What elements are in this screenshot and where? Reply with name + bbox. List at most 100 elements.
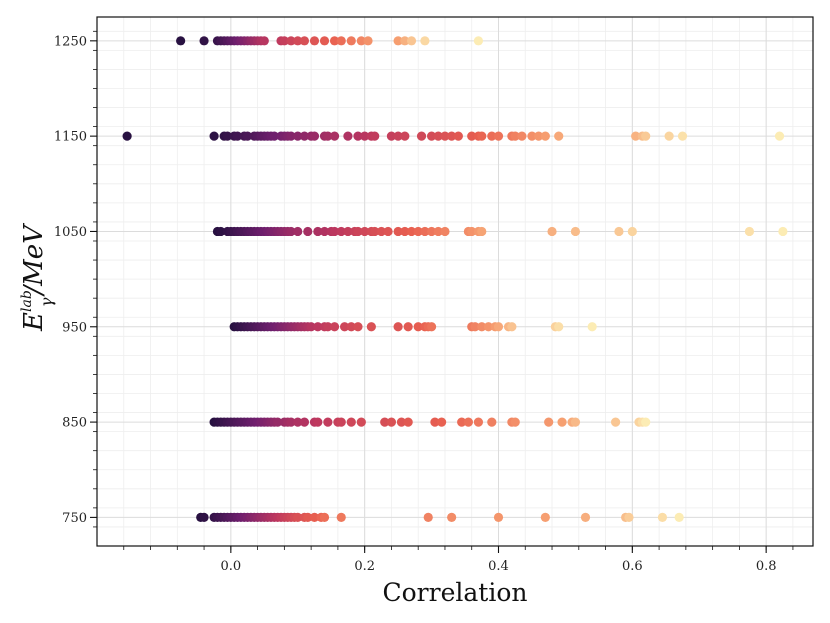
data-point — [242, 131, 253, 141]
data-point — [664, 131, 674, 141]
data-point — [306, 322, 316, 332]
y-axis-title-sub: γ — [37, 297, 56, 307]
data-point — [406, 226, 417, 237]
data-point — [540, 512, 550, 523]
data-point — [587, 322, 597, 332]
data-point — [557, 417, 567, 427]
y-axis-title-sup: lab — [19, 290, 35, 312]
y-tick-label: 950 — [62, 320, 87, 335]
data-point — [614, 226, 624, 237]
data-point — [319, 226, 330, 237]
data-point — [396, 417, 407, 427]
data-point — [309, 512, 320, 523]
data-point — [534, 131, 544, 141]
data-point — [386, 417, 397, 427]
data-point — [286, 226, 296, 237]
y-tick-label: 1250 — [54, 34, 87, 49]
data-point — [299, 36, 310, 46]
data-point — [383, 226, 393, 237]
data-point — [216, 226, 226, 237]
data-point — [416, 131, 427, 141]
data-point — [467, 131, 477, 141]
data-point — [309, 36, 320, 46]
data-point — [674, 512, 684, 523]
data-point — [570, 226, 581, 237]
data-point — [293, 417, 303, 427]
data-point — [232, 131, 243, 141]
data-point — [493, 131, 504, 141]
data-point — [493, 512, 504, 523]
data-point — [343, 226, 353, 237]
data-point — [426, 226, 437, 237]
data-point — [293, 512, 303, 523]
data-point — [413, 322, 423, 332]
y-axis-title-tail: /MeV — [19, 223, 49, 298]
data-point — [199, 36, 209, 46]
data-point — [406, 36, 417, 46]
data-point — [540, 131, 550, 141]
data-point — [400, 36, 410, 46]
x-axis-title: Correlation — [383, 578, 528, 607]
data-point — [293, 131, 303, 141]
data-point — [641, 417, 651, 427]
data-point — [641, 131, 651, 141]
data-point — [507, 322, 517, 332]
data-point — [363, 36, 373, 46]
data-point — [624, 512, 634, 523]
data-point — [360, 131, 370, 141]
data-point — [610, 417, 621, 427]
data-point — [360, 226, 370, 237]
y-axis-title: Elab γ/MeV — [19, 223, 56, 332]
x-tick-label: 0.8 — [756, 559, 777, 574]
data-point — [477, 322, 487, 332]
data-point — [199, 512, 209, 523]
data-point — [329, 322, 340, 332]
data-point — [447, 131, 457, 141]
data-point — [286, 417, 296, 427]
data-point — [393, 322, 403, 332]
x-tick-labels: 0.0 0.2 0.4 0.6 0.8 — [220, 559, 776, 574]
data-point — [483, 322, 494, 332]
data-point — [677, 131, 688, 141]
y-tick-labels: 750 850 950 1050 1150 1250 — [54, 34, 87, 526]
data-point — [329, 36, 340, 46]
y-tick-label: 1050 — [54, 225, 87, 240]
data-point — [376, 226, 386, 237]
data-point — [473, 417, 484, 427]
data-point — [303, 226, 313, 237]
data-point — [631, 131, 641, 141]
data-point — [336, 417, 346, 427]
data-point — [299, 131, 310, 141]
data-point — [343, 131, 353, 141]
data-point — [493, 322, 504, 332]
data-point — [323, 131, 333, 141]
data-point — [393, 226, 403, 237]
data-point — [487, 131, 497, 141]
data-point — [393, 36, 403, 46]
data-point — [554, 322, 564, 332]
data-point — [353, 226, 363, 237]
data-point — [336, 512, 346, 523]
data-point — [313, 417, 323, 427]
data-point — [386, 131, 397, 141]
x-tick-label: 0.2 — [354, 559, 375, 574]
x-tick-label: 0.4 — [488, 559, 509, 574]
data-point — [273, 417, 283, 427]
data-point — [477, 131, 487, 141]
data-point — [279, 36, 289, 46]
y-tick-label: 850 — [62, 416, 87, 431]
data-point — [554, 131, 564, 141]
data-point — [487, 417, 497, 427]
data-point — [426, 322, 437, 332]
data-point — [346, 36, 356, 46]
data-point — [420, 36, 430, 46]
minor-grid — [97, 17, 813, 546]
data-point — [286, 36, 296, 46]
data-point — [463, 417, 473, 427]
y-axis-title-main: E — [19, 312, 49, 332]
data-point — [544, 417, 554, 427]
data-point — [122, 131, 132, 141]
data-point — [453, 131, 463, 141]
data-point — [570, 417, 581, 427]
